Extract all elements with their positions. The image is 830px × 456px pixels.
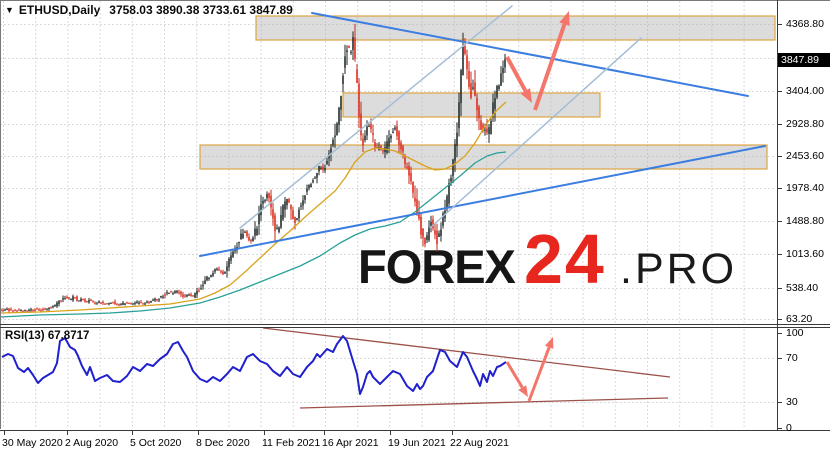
- time-axis-label: 16 Apr 2021: [322, 437, 379, 449]
- svg-text:.PRO: .PRO: [620, 245, 737, 293]
- rsi-axis-label: 30: [786, 396, 798, 408]
- price-axis-label: 3404.00: [786, 85, 824, 97]
- watermark-logo: FOREX 24 .PRO: [358, 220, 737, 298]
- price-axis-label: 63.20: [786, 313, 813, 325]
- rsi-axis-label: 0: [786, 422, 792, 434]
- svg-text:24: 24: [524, 220, 606, 298]
- price-axis-label: 1488.80: [786, 215, 824, 227]
- ohlc-values: 3758.03 3890.38 3733.61 3847.89: [109, 3, 293, 17]
- price-axis-label: 1013.60: [786, 248, 824, 260]
- resistance-zone: [199, 144, 768, 170]
- time-axis-label: 2 Aug 2020: [65, 437, 119, 449]
- rsi-axis-label: 70: [786, 352, 798, 364]
- symbol-period-label: ETHUSD,Daily: [18, 3, 101, 17]
- price-axis-label: 538.40: [786, 282, 819, 294]
- dropdown-arrow-icon[interactable]: ▼: [5, 5, 14, 15]
- price-axis-label: 2928.80: [786, 118, 824, 130]
- panel-borders: [0, 0, 830, 435]
- time-axis-label: 8 Dec 2020: [196, 437, 250, 449]
- price-zones: [199, 15, 776, 170]
- moving-averages: [0, 101, 507, 318]
- forecast-arrows: [505, 11, 570, 111]
- trendlines: [199, 5, 766, 257]
- price-axis-label: 1978.40: [786, 182, 824, 194]
- rsi-indicator-label: RSI(13) 67.8717: [5, 330, 90, 342]
- resistance-zone: [255, 15, 776, 41]
- time-axis-label: 22 Aug 2021: [450, 437, 509, 449]
- current-price-tag: 3847.89: [778, 53, 830, 67]
- chart-title: ▼ ETHUSD,Daily 3758.03 3890.38 3733.61 384…: [5, 3, 293, 17]
- time-axis-label: 11 Feb 2021: [262, 437, 321, 449]
- time-axis-label: 5 Oct 2020: [130, 437, 182, 449]
- time-axis-label: 30 May 2020: [2, 437, 63, 449]
- price-axis-label: 4368.80: [786, 18, 824, 30]
- time-axis-label: 19 Jun 2021: [388, 437, 446, 449]
- price-axis-label: 2453.60: [786, 150, 824, 162]
- rsi-indicator: [1, 327, 671, 409]
- rsi-axis-label: 100: [786, 327, 804, 339]
- gridlines: [0, 1, 776, 429]
